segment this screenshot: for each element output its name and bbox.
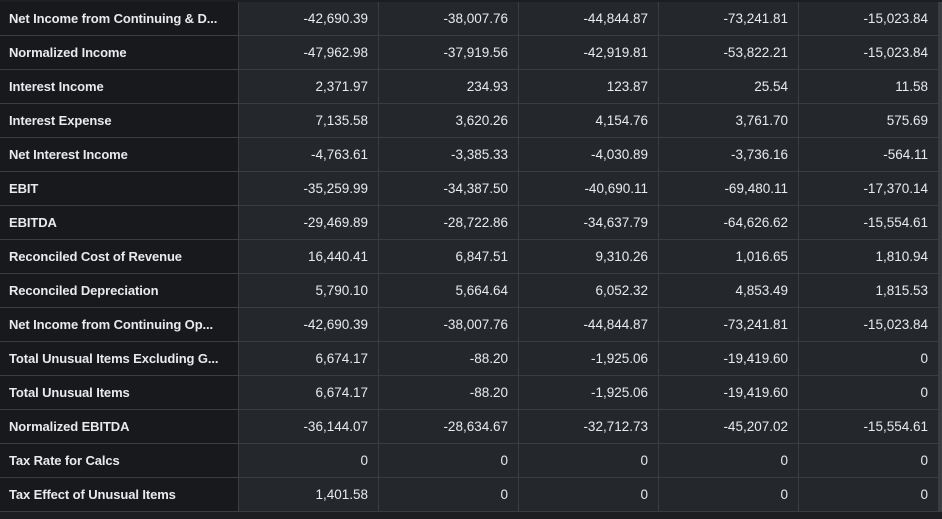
value-cell: -40,690.11 <box>519 172 658 205</box>
value-cell: 11.58 <box>799 70 938 103</box>
value-cell: -4,763.61 <box>239 138 378 171</box>
value-cell: -88.20 <box>379 376 518 409</box>
value-cell: 0 <box>239 444 378 477</box>
value-cell: -19,419.60 <box>659 342 798 375</box>
value-cell: -73,241.81 <box>659 2 798 35</box>
value-cell: -36,144.07 <box>239 410 378 443</box>
value-cell: -38,007.76 <box>379 308 518 341</box>
value-cell: 0 <box>659 444 798 477</box>
value-cell: -1,925.06 <box>519 376 658 409</box>
value-cell: 1,401.58 <box>239 478 378 511</box>
value-cell: -29,469.89 <box>239 206 378 239</box>
value-cell: 3,620.26 <box>379 104 518 137</box>
row-label: Normalized EBITDA <box>0 410 238 443</box>
value-cell: 0 <box>799 444 938 477</box>
value-cell: 123.87 <box>519 70 658 103</box>
value-cell: 0 <box>379 444 518 477</box>
row-label: Net Income from Continuing Op... <box>0 308 238 341</box>
value-cell: -15,023.84 <box>799 36 938 69</box>
value-cell: -38,007.76 <box>379 2 518 35</box>
value-cell: -15,023.84 <box>799 308 938 341</box>
table-bottom-strip <box>0 512 942 519</box>
value-cell: 5,790.10 <box>239 274 378 307</box>
value-cell: -34,637.79 <box>519 206 658 239</box>
value-cell: 16,440.41 <box>239 240 378 273</box>
value-cell: -34,387.50 <box>379 172 518 205</box>
value-cell: -32,712.73 <box>519 410 658 443</box>
value-cell: 25.54 <box>659 70 798 103</box>
value-cell: 0 <box>799 342 938 375</box>
value-cell: -42,919.81 <box>519 36 658 69</box>
row-label: Reconciled Depreciation <box>0 274 238 307</box>
value-cell: 575.69 <box>799 104 938 137</box>
value-cell: 3,761.70 <box>659 104 798 137</box>
row-label: Interest Income <box>0 70 238 103</box>
row-label: Tax Rate for Calcs <box>0 444 238 477</box>
value-cell: -564.11 <box>799 138 938 171</box>
value-cell: -45,207.02 <box>659 410 798 443</box>
row-label: Total Unusual Items Excluding G... <box>0 342 238 375</box>
row-label: EBITDA <box>0 206 238 239</box>
value-cell: -3,736.16 <box>659 138 798 171</box>
value-cell: 6,052.32 <box>519 274 658 307</box>
value-cell: 234.93 <box>379 70 518 103</box>
value-cell: -53,822.21 <box>659 36 798 69</box>
value-cell: 0 <box>519 444 658 477</box>
value-cell: -69,480.11 <box>659 172 798 205</box>
value-cell: 6,674.17 <box>239 376 378 409</box>
value-cell: -3,385.33 <box>379 138 518 171</box>
value-cell: 9,310.26 <box>519 240 658 273</box>
value-cell: 0 <box>379 478 518 511</box>
value-cell: 0 <box>799 376 938 409</box>
value-cell: -37,919.56 <box>379 36 518 69</box>
value-cell: -73,241.81 <box>659 308 798 341</box>
value-cell: -88.20 <box>379 342 518 375</box>
value-cell: -28,722.86 <box>379 206 518 239</box>
value-cell: -35,259.99 <box>239 172 378 205</box>
value-cell: -64,626.62 <box>659 206 798 239</box>
value-cell: -44,844.87 <box>519 2 658 35</box>
row-label: Reconciled Cost of Revenue <box>0 240 238 273</box>
value-cell: 1,810.94 <box>799 240 938 273</box>
value-cell: 0 <box>519 478 658 511</box>
row-label: EBIT <box>0 172 238 205</box>
value-cell: -47,962.98 <box>239 36 378 69</box>
row-label: Net Interest Income <box>0 138 238 171</box>
value-cell: -42,690.39 <box>239 308 378 341</box>
value-cell: 7,135.58 <box>239 104 378 137</box>
value-cell: -42,690.39 <box>239 2 378 35</box>
value-cell: -15,554.61 <box>799 410 938 443</box>
value-cell: -19,419.60 <box>659 376 798 409</box>
value-cell: -44,844.87 <box>519 308 658 341</box>
financials-grid: Net Income from Continuing & D... -42,690… <box>0 2 939 511</box>
value-cell: -1,925.06 <box>519 342 658 375</box>
value-cell: 0 <box>799 478 938 511</box>
value-cell: -15,554.61 <box>799 206 938 239</box>
value-cell: 6,674.17 <box>239 342 378 375</box>
value-cell: 4,154.76 <box>519 104 658 137</box>
value-cell: -28,634.67 <box>379 410 518 443</box>
row-label: Total Unusual Items <box>0 376 238 409</box>
value-cell: -17,370.14 <box>799 172 938 205</box>
value-cell: -4,030.89 <box>519 138 658 171</box>
row-label: Tax Effect of Unusual Items <box>0 478 238 511</box>
value-cell: 4,853.49 <box>659 274 798 307</box>
value-cell: 0 <box>659 478 798 511</box>
value-cell: -15,023.84 <box>799 2 938 35</box>
value-cell: 6,847.51 <box>379 240 518 273</box>
value-cell: 2,371.97 <box>239 70 378 103</box>
value-cell: 1,016.65 <box>659 240 798 273</box>
row-label: Normalized Income <box>0 36 238 69</box>
row-label: Interest Expense <box>0 104 238 137</box>
value-cell: 5,664.64 <box>379 274 518 307</box>
row-label: Net Income from Continuing & D... <box>0 2 238 35</box>
value-cell: 1,815.53 <box>799 274 938 307</box>
